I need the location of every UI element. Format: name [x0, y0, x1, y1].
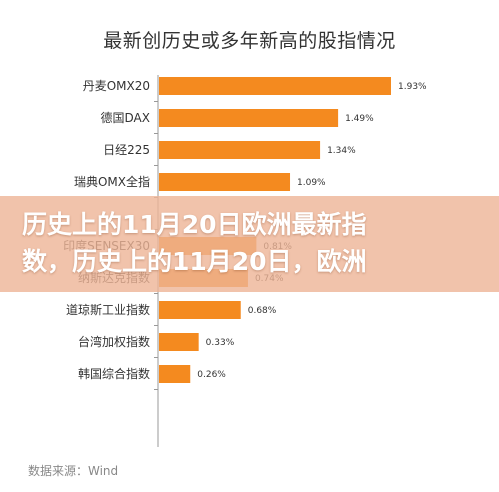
chart-title: 最新创历史或多年新高的股指情况: [103, 30, 396, 52]
category-label: 台湾加权指数: [78, 334, 150, 349]
data-label: 1.93%: [398, 82, 427, 92]
bar: [159, 173, 291, 191]
headline-banner: 历史上的11月20日欧洲最新指 数，历史上的11月20日，欧洲: [0, 196, 499, 292]
category-label: 丹麦OMX20: [83, 79, 150, 93]
bar: [159, 365, 191, 383]
data-label: 1.34%: [327, 146, 356, 156]
category-label: 日经225: [103, 143, 150, 157]
data-label: 0.26%: [197, 370, 226, 380]
data-label: 0.33%: [206, 338, 235, 348]
bar: [159, 109, 339, 127]
headline-line-2: 数，历史上的11月20日，欧洲: [22, 247, 367, 276]
data-label: 1.49%: [345, 114, 374, 124]
bar: [159, 301, 241, 319]
bar: [159, 333, 199, 351]
data-label: 0.68%: [248, 306, 277, 316]
category-label: 韩国综合指数: [78, 366, 150, 381]
category-label: 道琼斯工业指数: [66, 302, 150, 317]
bar: [159, 141, 321, 159]
category-label: 瑞典OMX全指: [74, 174, 150, 189]
headline-line-1: 历史上的11月20日欧洲最新指: [22, 210, 367, 239]
data-source: 数据来源：Wind: [28, 464, 119, 478]
data-label: 1.09%: [297, 178, 326, 188]
category-label: 德国DAX: [101, 110, 150, 125]
bar: [159, 77, 391, 95]
